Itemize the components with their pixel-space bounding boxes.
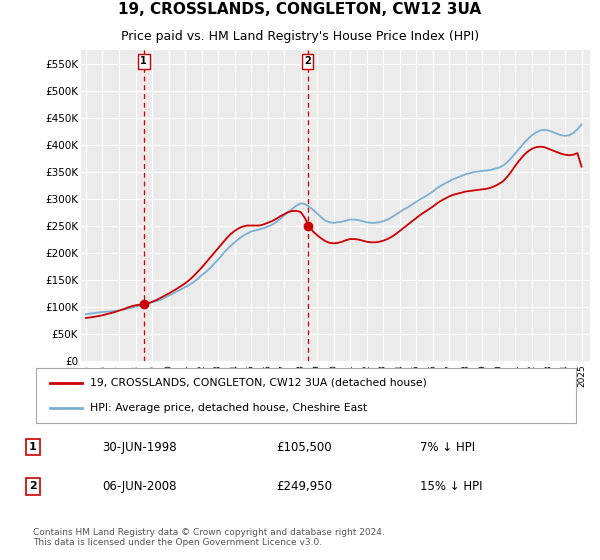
Text: Contains HM Land Registry data © Crown copyright and database right 2024.
This d: Contains HM Land Registry data © Crown c… [33, 528, 385, 547]
Text: 19, CROSSLANDS, CONGLETON, CW12 3UA (detached house): 19, CROSSLANDS, CONGLETON, CW12 3UA (det… [90, 378, 427, 388]
Text: 1: 1 [29, 442, 37, 452]
Text: £105,500: £105,500 [276, 441, 332, 454]
Text: 06-JUN-2008: 06-JUN-2008 [102, 480, 176, 493]
Text: Price paid vs. HM Land Registry's House Price Index (HPI): Price paid vs. HM Land Registry's House … [121, 30, 479, 43]
Text: 2: 2 [304, 56, 311, 66]
Text: £249,950: £249,950 [276, 480, 332, 493]
Text: 1: 1 [140, 56, 147, 66]
Text: 2: 2 [29, 482, 37, 491]
Text: HPI: Average price, detached house, Cheshire East: HPI: Average price, detached house, Ches… [90, 403, 367, 413]
Text: 7% ↓ HPI: 7% ↓ HPI [420, 441, 475, 454]
Text: 30-JUN-1998: 30-JUN-1998 [102, 441, 176, 454]
Text: 15% ↓ HPI: 15% ↓ HPI [420, 480, 482, 493]
Text: 19, CROSSLANDS, CONGLETON, CW12 3UA: 19, CROSSLANDS, CONGLETON, CW12 3UA [118, 2, 482, 17]
